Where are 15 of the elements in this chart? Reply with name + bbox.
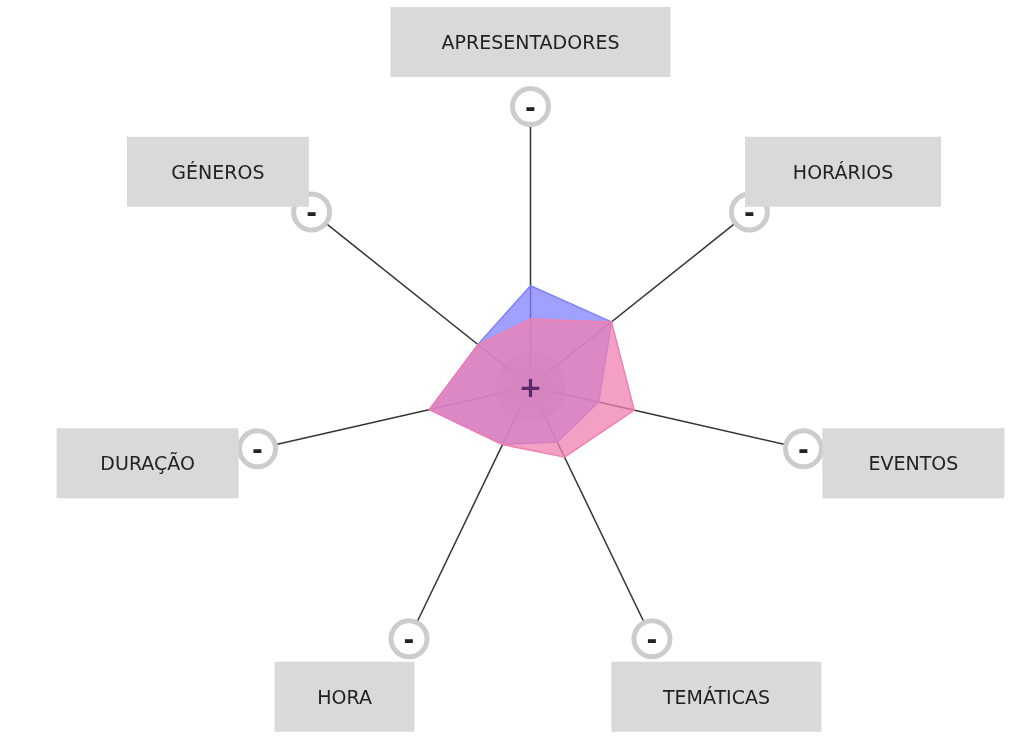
spoke-label: EVENTOS (868, 452, 959, 475)
spoke-label: TEMÁTICAS (661, 685, 770, 708)
text: - (646, 624, 658, 655)
text: - (306, 197, 317, 228)
spoke-label: HORÁRIOS (792, 160, 894, 183)
text: - (525, 92, 536, 123)
text: + (518, 371, 543, 404)
text: - (744, 197, 755, 228)
spoke-label: DURAÇÃO (100, 452, 195, 475)
spoke-label: HORA (317, 685, 372, 708)
spoke-label: APRESENTADORES (441, 31, 620, 54)
text: - (798, 434, 809, 465)
text: - (252, 434, 263, 465)
text: - (403, 624, 415, 655)
spoke-label: GÉNEROS (171, 160, 265, 183)
